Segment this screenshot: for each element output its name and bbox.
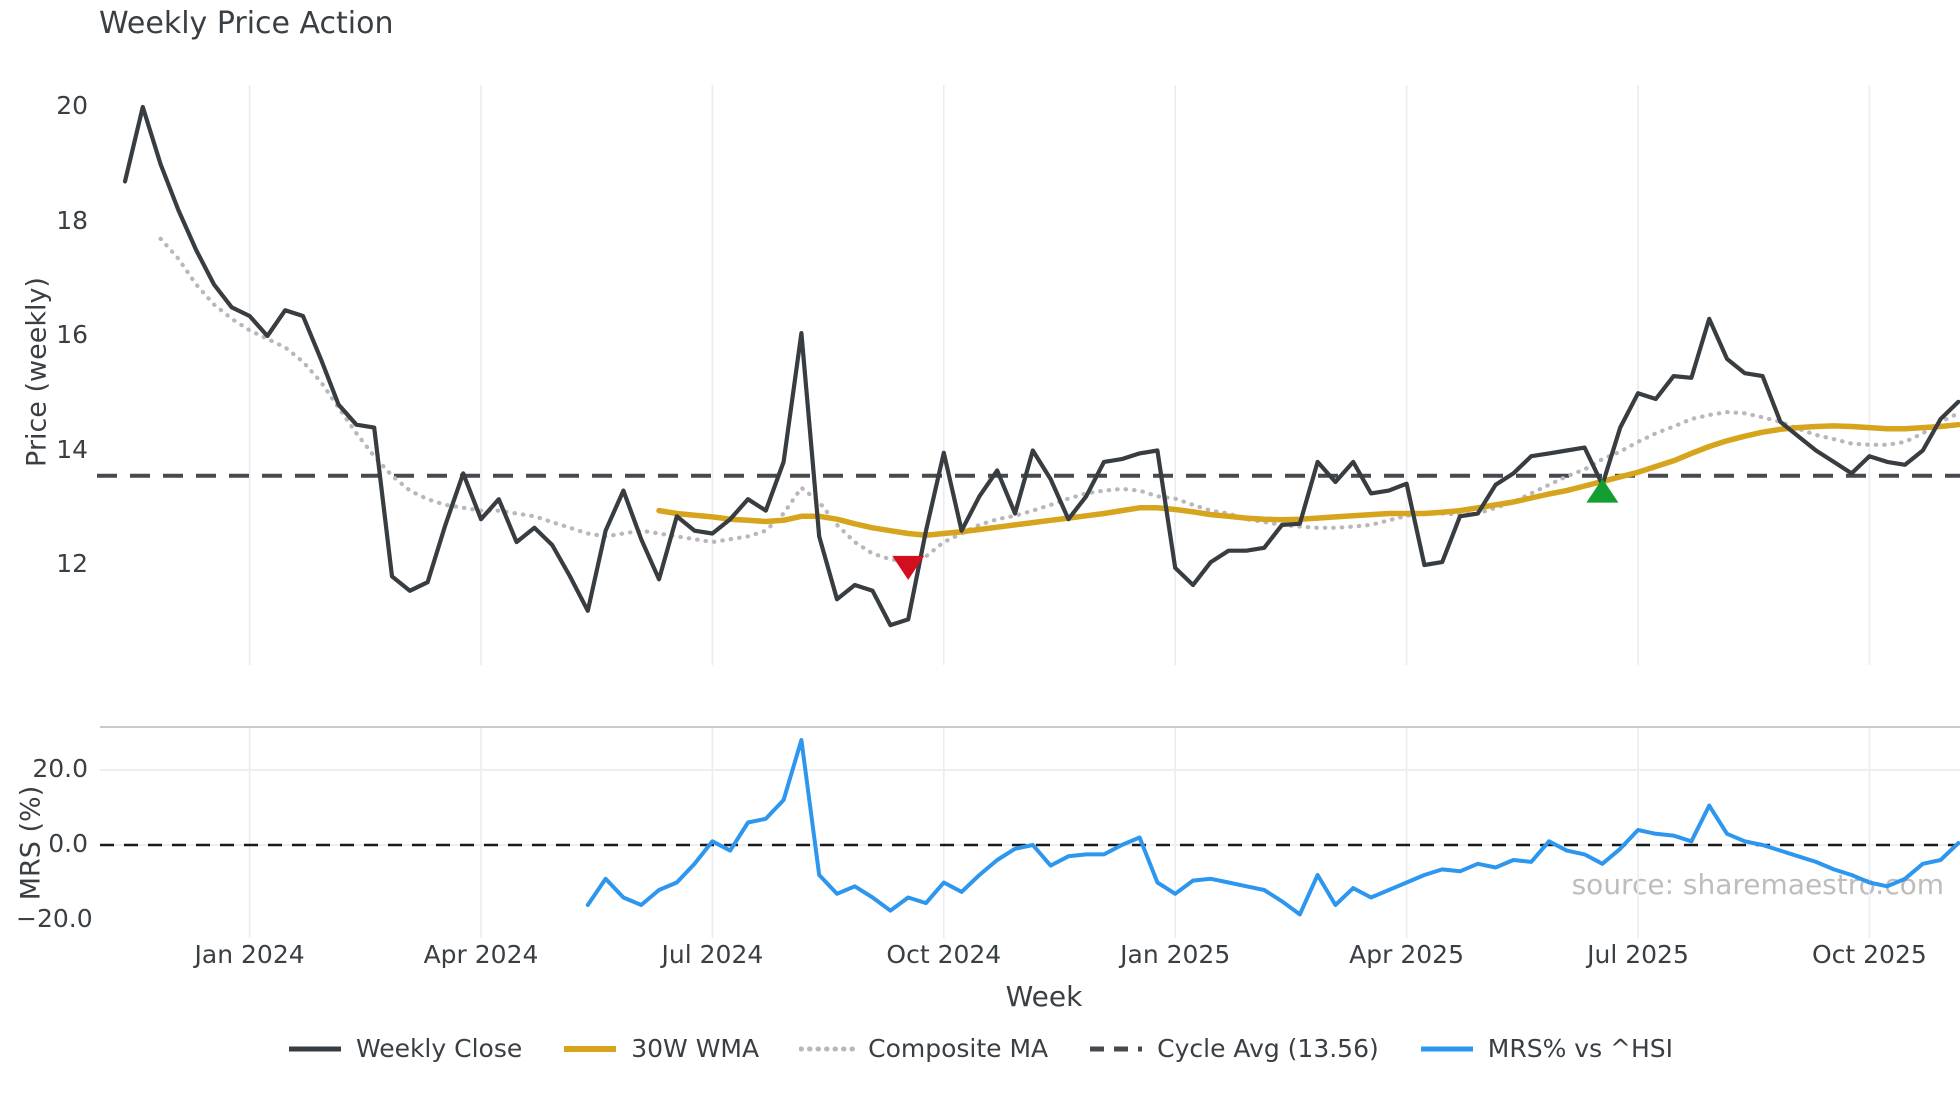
- legend-label: 30W WMA: [631, 1034, 760, 1063]
- x-tick-Oct 2024: Oct 2024: [886, 940, 1002, 969]
- x-axis-label: Week: [1005, 980, 1083, 1013]
- legend-label: Weekly Close: [355, 1034, 523, 1063]
- price-ytick-18: 18: [56, 205, 88, 235]
- price-ytick-16: 16: [56, 320, 88, 349]
- x-tick-Jan 2024: Jan 2024: [194, 940, 305, 969]
- price-ytick-14: 14: [56, 434, 88, 464]
- x-tick-Apr 2024: Apr 2024: [423, 940, 539, 969]
- legend-item-composite-ma: Composite MA: [799, 1034, 1048, 1063]
- mrs-ytick-0: 0.0: [48, 829, 88, 858]
- legend-item-30w-wma: 30W WMA: [562, 1034, 759, 1063]
- legend-item-cycle-avg: Cycle Avg (13.56): [1088, 1034, 1379, 1063]
- weekly-close-line-sample: [288, 1046, 341, 1051]
- mrs-ytick-20: 20.0: [32, 754, 88, 783]
- buy-signal-marker: [1586, 478, 1619, 503]
- mrs-line: [585, 738, 1960, 917]
- x-tick-Jul 2025: Jul 2025: [1587, 940, 1689, 969]
- mrs-ytick--20: −20.0: [16, 904, 93, 933]
- x-tick-Oct 2025: Oct 2025: [1811, 940, 1927, 969]
- mrs-line-sample: [1420, 1046, 1473, 1051]
- x-tick-Jul 2024: Jul 2024: [661, 940, 764, 969]
- x-tick-Jan 2025: Jan 2025: [1120, 940, 1231, 969]
- composite-ma-line: [158, 236, 1960, 565]
- legend: Weekly Close 30W WMA Composite MA Cycle …: [0, 1034, 1960, 1063]
- legend-item-weekly-close: Weekly Close: [287, 1034, 522, 1063]
- composite-ma-line-sample: [799, 1046, 856, 1051]
- legend-label: Composite MA: [868, 1034, 1049, 1063]
- sell-signal-marker: [892, 555, 925, 580]
- price-ytick-20: 20: [56, 91, 88, 120]
- chart-title: Weekly Price Action: [99, 6, 394, 41]
- legend-label: Cycle Avg (13.56): [1157, 1034, 1379, 1063]
- legend-item-mrs: MRS% vs ^HSI: [1419, 1034, 1673, 1063]
- cycle-avg-line-sample: [1090, 1046, 1143, 1051]
- legend-label: MRS% vs ^HSI: [1487, 1034, 1674, 1063]
- x-tick-Apr 2025: Apr 2025: [1349, 940, 1464, 969]
- wma-30w-line: [656, 421, 1960, 538]
- weekly-close-line: [122, 104, 1960, 628]
- price-ytick-12: 12: [56, 549, 88, 578]
- wma-line-sample: [564, 1045, 617, 1052]
